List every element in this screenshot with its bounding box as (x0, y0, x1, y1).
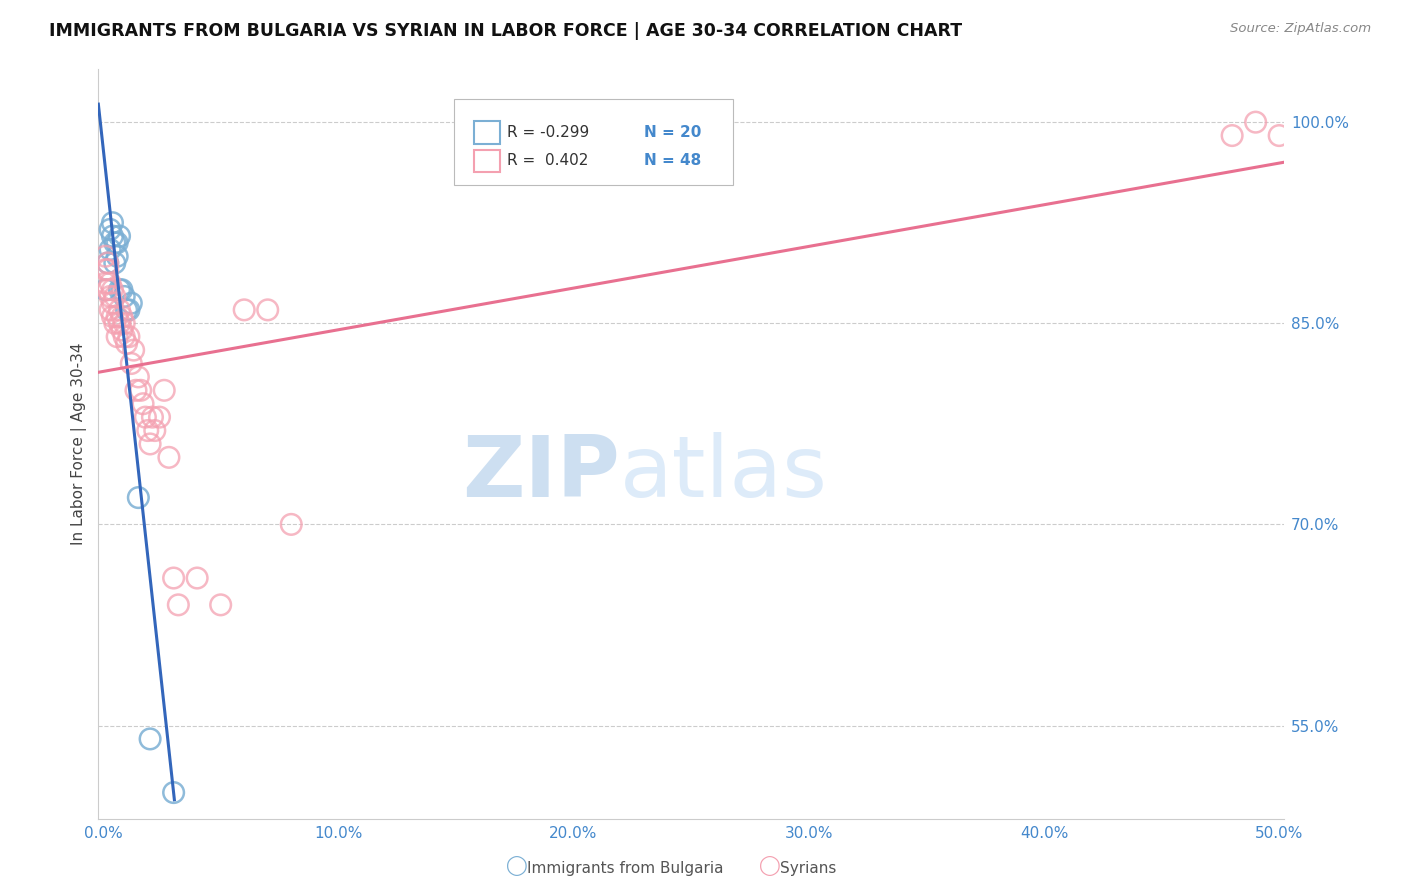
Point (104, 256, 127, 270)
Point (139, 731, 162, 746)
Text: R =  0.402: R = 0.402 (508, 153, 589, 169)
Point (115, 336, 138, 351)
Point (115, 302, 138, 317)
Point (105, 310, 128, 324)
Point (101, 216, 124, 230)
Point (162, 571, 184, 585)
Point (104, 289, 127, 303)
Point (108, 316, 131, 330)
Point (101, 229, 124, 244)
Point (97, 256, 120, 270)
Point (94, 283, 117, 297)
Point (98, 222, 121, 236)
Point (127, 370, 149, 384)
Point (120, 296, 142, 310)
Point (127, 491, 149, 505)
Point (101, 283, 124, 297)
Text: R = -0.299: R = -0.299 (508, 125, 589, 140)
Text: Syrians: Syrians (780, 861, 837, 876)
Point (118, 302, 141, 317)
Bar (474, 121, 501, 144)
Text: Immigrants from Bulgaria: Immigrants from Bulgaria (527, 861, 724, 876)
Bar (474, 150, 501, 172)
Point (280, 517, 302, 532)
Point (153, 384, 176, 398)
Point (105, 235, 128, 250)
Point (112, 316, 135, 330)
Point (98, 276, 121, 290)
Point (97, 262, 120, 277)
Point (233, 302, 256, 317)
Point (105, 249, 128, 263)
Point (98, 302, 121, 317)
Point (94, 249, 117, 263)
Text: ◯: ◯ (506, 856, 529, 876)
Point (129, 384, 152, 398)
Point (148, 410, 170, 425)
Point (111, 323, 134, 337)
Point (94, 276, 117, 290)
Point (101, 296, 124, 310)
Point (141, 410, 163, 425)
Point (143, 424, 166, 438)
Point (97, 256, 120, 270)
Point (122, 343, 145, 357)
Text: ◯: ◯ (759, 856, 782, 876)
Point (134, 410, 156, 425)
Text: ZIP: ZIP (463, 433, 620, 516)
Point (1220, 128, 1243, 143)
Point (120, 357, 142, 371)
Point (108, 283, 131, 297)
Text: Source: ZipAtlas.com: Source: ZipAtlas.com (1230, 22, 1371, 36)
Point (108, 229, 131, 244)
Point (118, 329, 141, 343)
Point (104, 316, 127, 330)
Point (167, 598, 190, 612)
Point (97, 283, 120, 297)
Point (1268, 128, 1291, 143)
Point (136, 424, 159, 438)
Point (112, 329, 135, 343)
Text: IMMIGRANTS FROM BULGARIA VS SYRIAN IN LABOR FORCE | AGE 30-34 CORRELATION CHART: IMMIGRANTS FROM BULGARIA VS SYRIAN IN LA… (49, 22, 962, 40)
Point (125, 384, 148, 398)
Point (1244, 115, 1267, 129)
Text: N = 48: N = 48 (644, 153, 702, 169)
Point (94, 262, 117, 277)
Point (132, 397, 155, 411)
Point (186, 571, 208, 585)
Point (108, 302, 131, 317)
Point (98, 289, 121, 303)
FancyBboxPatch shape (454, 98, 733, 185)
Point (101, 310, 124, 324)
Point (209, 598, 232, 612)
Point (256, 302, 278, 317)
Point (112, 289, 135, 303)
Point (157, 450, 180, 465)
Y-axis label: In Labor Force | Age 30-34: In Labor Force | Age 30-34 (72, 343, 87, 545)
Point (98, 243, 121, 257)
Point (162, 786, 184, 800)
Text: atlas: atlas (620, 433, 828, 516)
Point (104, 235, 127, 250)
Point (111, 310, 134, 324)
Point (111, 283, 134, 297)
Point (105, 329, 128, 343)
Point (139, 437, 162, 451)
Text: N = 20: N = 20 (644, 125, 702, 140)
